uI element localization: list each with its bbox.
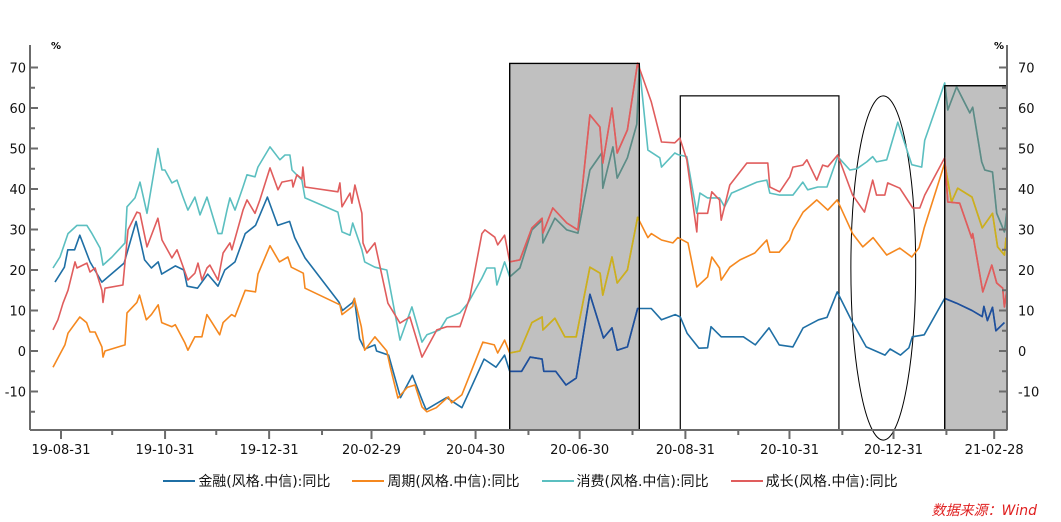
y-tick-label-right: 70 [1018, 62, 1035, 77]
legend-label: 周期(风格.中信):同比 [387, 474, 520, 490]
y-tick-label-right: -10 [1018, 386, 1039, 401]
series-line-3 [52, 62, 1007, 358]
y-tick-label-left: 10 [9, 305, 26, 320]
x-tick-label: 21-02-28 [965, 443, 1024, 458]
legend-label: 成长(风格.中信):同比 [765, 474, 898, 490]
legend-swatch [730, 480, 763, 482]
y-tick-label-right: 20 [1018, 264, 1035, 279]
x-tick-label: 20-04-30 [446, 443, 505, 458]
x-tick-label: 19-08-31 [31, 443, 90, 458]
x-tick-label: 20-02-29 [342, 443, 401, 458]
legend-item-growth: 成长(风格.中信):同比 [730, 471, 898, 491]
y-tick-label-left: 0 [18, 345, 26, 360]
outlined-highlight-box [679, 95, 840, 431]
series-line-2 [52, 64, 1007, 343]
legend-item-finance: 金融(风格.中信):同比 [163, 471, 330, 491]
y-tick-label-left: 60 [9, 102, 26, 117]
y-tick-label-right: 50 [1018, 143, 1035, 158]
legend-label: 金融(风格.中信):同比 [198, 474, 331, 490]
y-tick-label-left: 50 [9, 143, 26, 158]
x-tick-label: 19-12-31 [240, 443, 299, 458]
highlight-ellipse [850, 95, 917, 441]
x-tick-label: 20-10-31 [760, 443, 819, 458]
y-tick-label-right: 60 [1018, 102, 1035, 117]
x-tick-label: 20-06-30 [550, 443, 609, 458]
legend-swatch [541, 480, 574, 482]
y-tick-label-left: -10 [5, 386, 26, 401]
axes [29, 45, 1008, 439]
legend-item-cycle: 周期(风格.中信):同比 [352, 471, 520, 491]
line-chart: -10 -10 0 0 10 10 20 20 30 30 40 40 50 50 60 60 70 70% % 19… [5, 41, 1039, 458]
y-tick-label-right: 0 [1018, 345, 1026, 360]
legend-label: 消费(风格.中信):同比 [576, 474, 709, 490]
series-line-1 [52, 162, 1007, 413]
y-unit-right: % [994, 41, 1004, 52]
legend-item-consumption: 消费(风格.中信):同比 [541, 471, 709, 491]
y-tick-label-left: 40 [9, 183, 26, 198]
legend-swatch [352, 480, 385, 482]
legend-swatch [163, 480, 196, 482]
legend: 金融(风格.中信):同比 周期(风格.中信):同比 消费(风格.中信):同比 成… [0, 471, 1061, 491]
x-tick-label: 19-10-31 [136, 443, 195, 458]
shaded-highlight-box [944, 85, 1008, 431]
x-tick-label: 20-08-31 [656, 443, 715, 458]
y-tick-label-left: 30 [9, 224, 26, 239]
y-tick-label-right: 10 [1018, 305, 1035, 320]
y-tick-label-left: 70 [9, 62, 26, 77]
y-tick-label-right: 40 [1018, 183, 1035, 198]
x-tick-label: 20-12-31 [864, 443, 923, 458]
y-unit-left: % [51, 41, 61, 52]
shaded-highlight-box [509, 62, 640, 431]
y-tick-label-right: 30 [1018, 224, 1035, 239]
data-source-note: 数据来源：Wind [931, 503, 1038, 519]
y-tick-label-left: 20 [9, 264, 26, 279]
